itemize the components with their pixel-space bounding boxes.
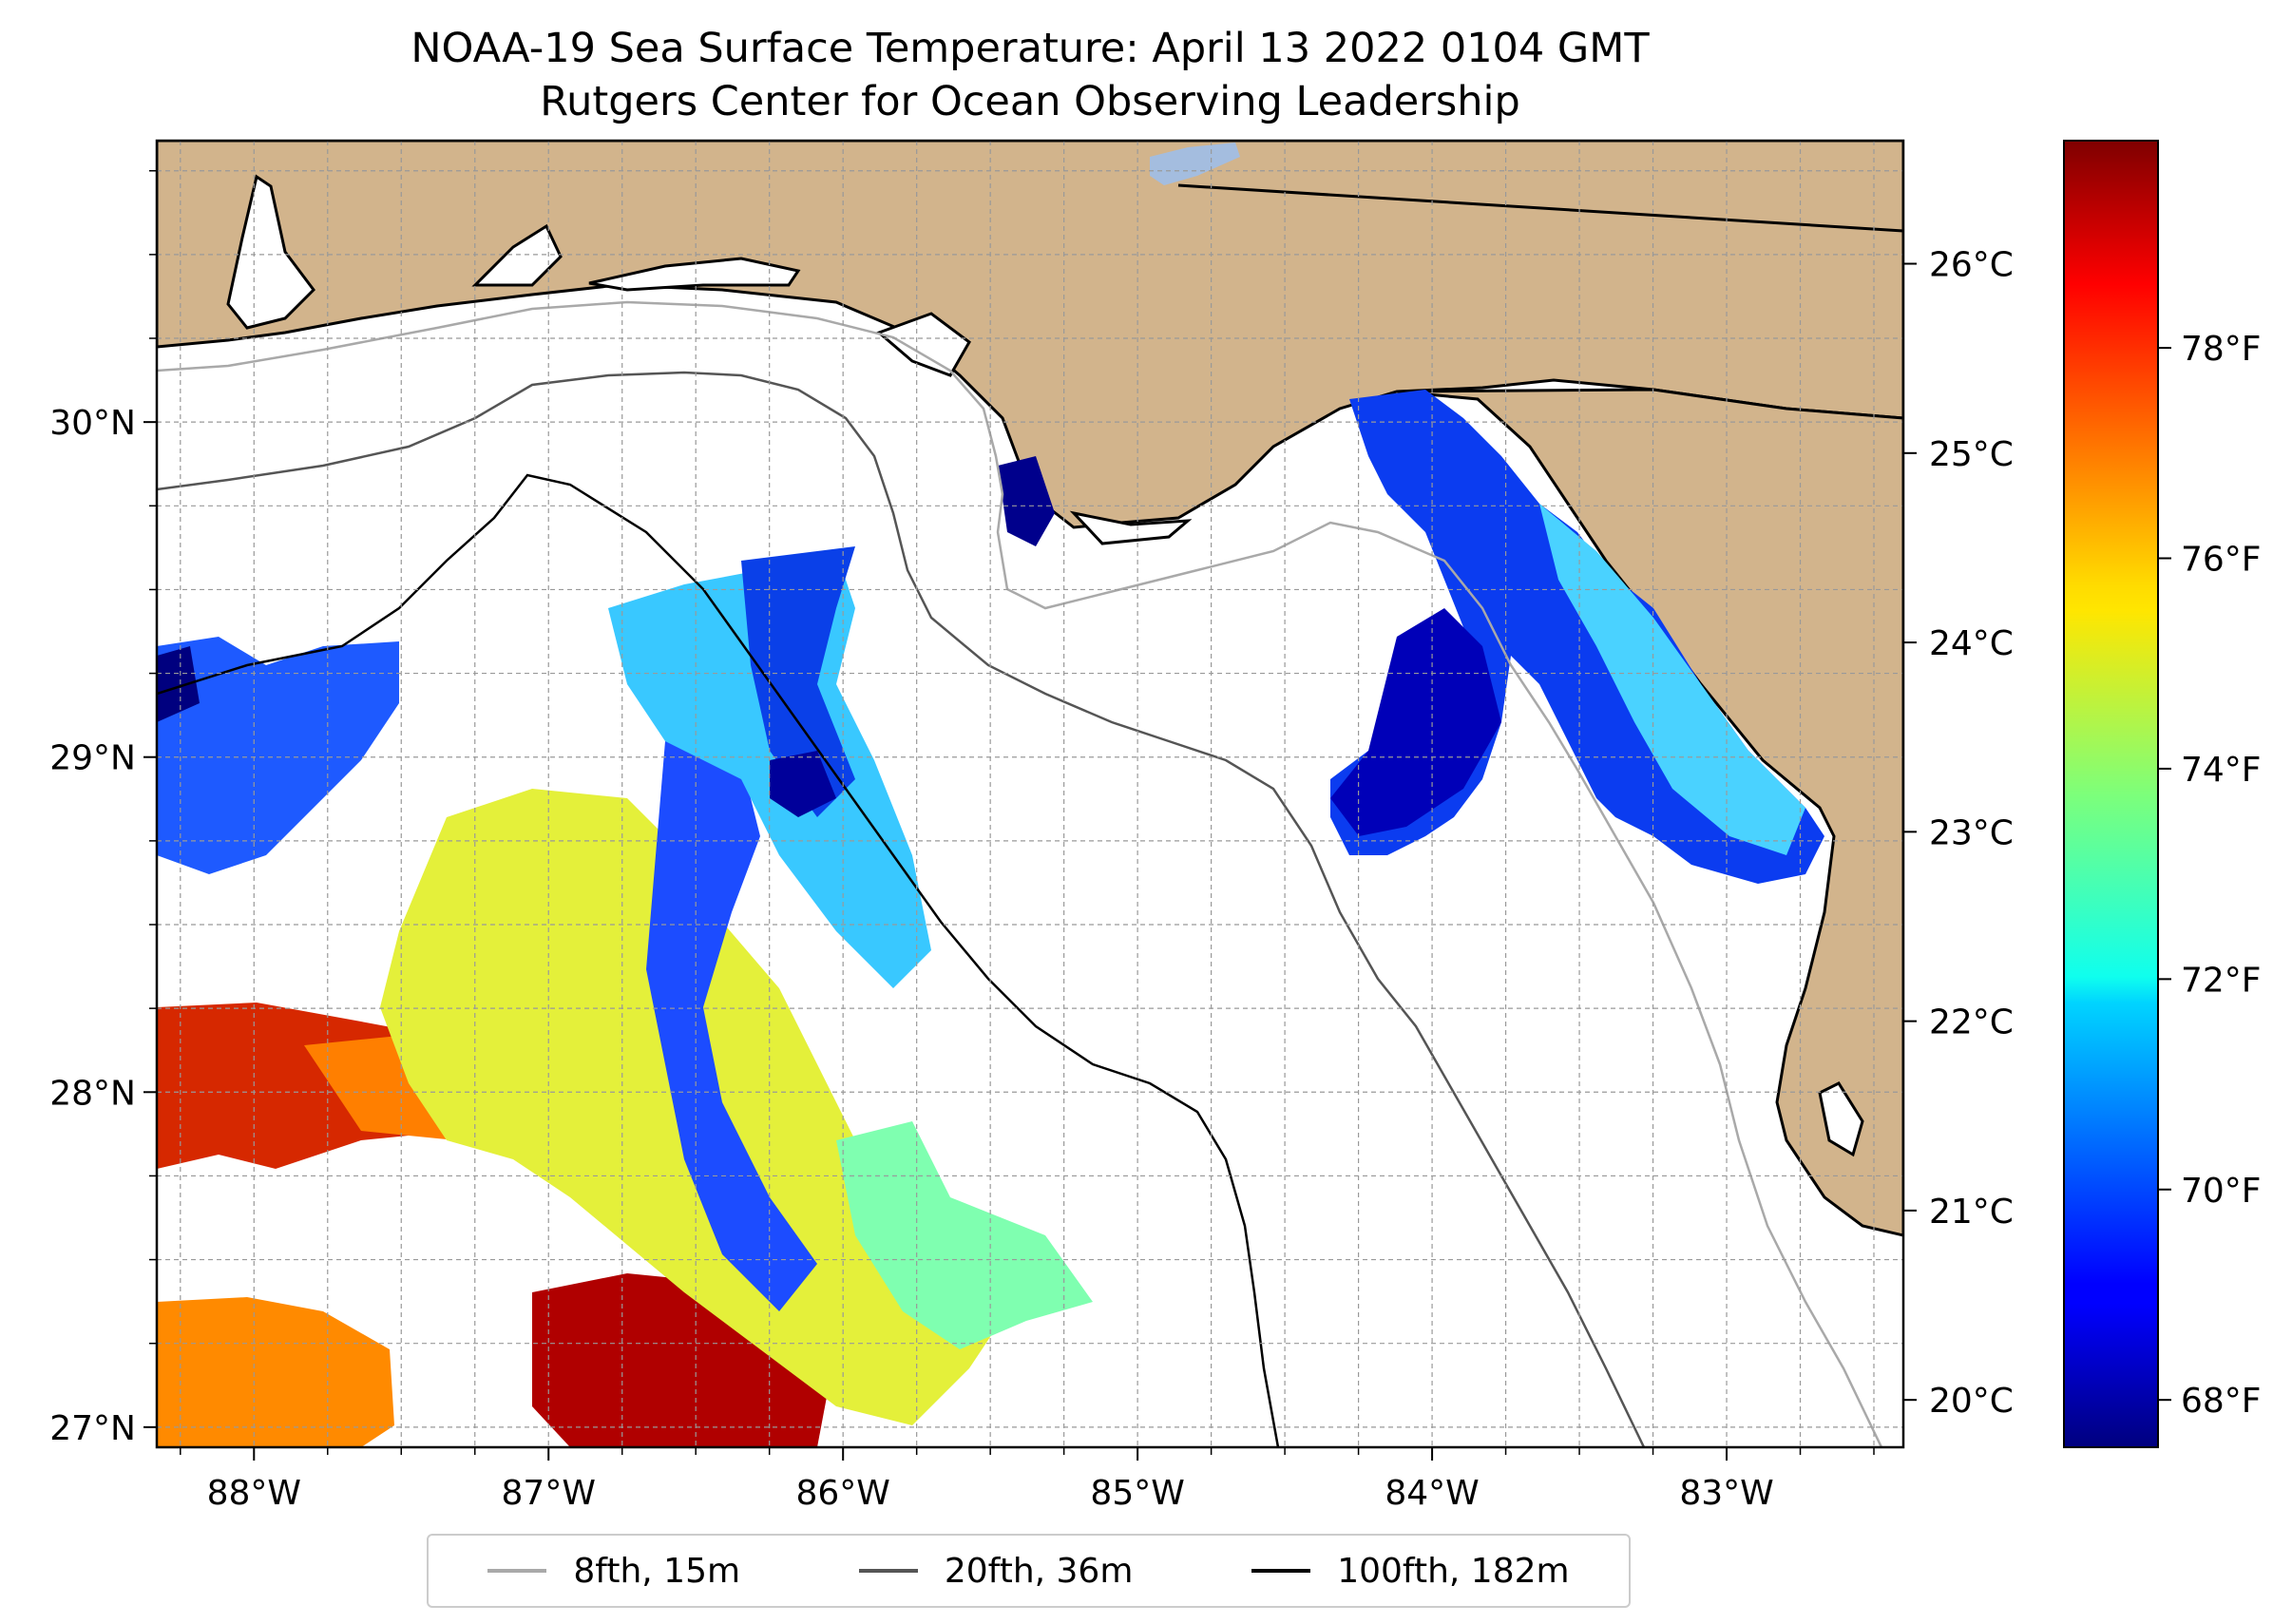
celsius-tick-label: 24°C [1929,624,2014,663]
isobath-legend: 8fth, 15m 20fth, 36m 100fth, 182m [427,1534,1631,1608]
celsius-tick-label: 22°C [1929,1003,2014,1042]
x-tick-label: 88°W [207,1474,301,1513]
y-tick-label: 30°N [49,404,136,443]
isobath-8fth [157,300,1883,1447]
x-tick-label: 86°W [795,1474,889,1513]
bay-pensacola [471,223,563,287]
fahrenheit-tick-label: 72°F [2181,961,2262,1000]
legend-label-100fth: 100fth, 182m [1337,1551,1570,1591]
y-tick-label: 29°N [49,739,136,778]
sst-patch-coast-cyan [1539,504,1805,855]
x-tick-label: 85°W [1090,1474,1184,1513]
state-boundary [1177,183,1903,233]
fahrenheit-tick-label: 68°F [2181,1382,2262,1421]
sst-data-layer [157,390,1824,1447]
celsius-tick-label: 26°C [1929,246,2014,285]
map-frame [155,139,1905,1449]
sst-patch-southwest-warm [157,1297,394,1447]
legend-label-8fth: 8fth, 15m [573,1551,741,1591]
legend-item-8fth: 8fth, 15m [487,1552,740,1591]
legend-swatch-20fth [858,1569,918,1573]
map-title: NOAA-19 Sea Surface Temperature: April 1… [411,25,1650,72]
y-axis-ticks: 30°N 29°N 28°N 27°N [49,169,157,1448]
sst-patch-dark-blue-spot [770,751,836,817]
map-subtitle: Rutgers Center for Ocean Observing Leade… [540,78,1520,125]
sst-patch-west-blue [157,637,399,874]
colorbar-celsius-ticks: 20°C 21°C 22°C 23°C 24°C 25°C 26°C [1903,246,2014,1421]
bay-st-andrews [876,312,971,377]
sst-patch-west-navy [157,646,200,722]
map-gridlines [157,141,1903,1447]
celsius-tick-label: 21°C [1929,1193,2014,1232]
y-tick-label: 28°N [49,1074,136,1113]
map-area [157,141,1903,1447]
legend-swatch-100fth [1251,1569,1311,1573]
sst-patch-central-cyan [836,1121,1093,1349]
fahrenheit-tick-label: 70°F [2181,1172,2262,1211]
land-florida-peninsula [1396,388,1903,1237]
x-axis-ticks: 88°W 87°W 86°W 85°W 84°W 83°W [180,1447,1875,1513]
fahrenheit-tick-label: 76°F [2181,541,2262,580]
x-tick-label: 83°W [1679,1474,1773,1513]
x-tick-label: 84°W [1385,1474,1479,1513]
celsius-tick-label: 23°C [1929,813,2014,852]
x-tick-label: 87°W [502,1474,596,1513]
legend-swatch-8fth [487,1569,547,1573]
bay-choctawhatchee [588,257,801,292]
fahrenheit-tick-label: 78°F [2181,330,2262,369]
isobath-20fth [157,371,1646,1447]
legend-label-20fth: 20fth, 36m [944,1551,1134,1591]
isobath-100fth [157,473,1280,1447]
bay-tampa [1818,1081,1864,1157]
y-tick-label: 27°N [49,1409,136,1448]
celsius-tick-label: 25°C [1929,435,2014,474]
colorbar-fahrenheit-ticks: 68°F 70°F 72°F 74°F 76°F 78°F [2158,330,2262,1421]
fahrenheit-tick-label: 74°F [2181,751,2262,790]
sst-patch-central-blue [646,741,817,1311]
bay-apalachicola [1069,510,1193,545]
bay-mobile [226,174,315,330]
colorbar [2063,140,2159,1448]
sst-patch-apalachicola-navy [998,456,1055,546]
legend-item-20fth: 20fth, 36m [858,1551,1134,1591]
lake-eufaula [1150,143,1240,185]
legend-item-100fth: 100fth, 182m [1251,1551,1570,1591]
celsius-tick-label: 20°C [1929,1382,2014,1421]
sst-patch-bigbend-navy [1330,608,1501,836]
